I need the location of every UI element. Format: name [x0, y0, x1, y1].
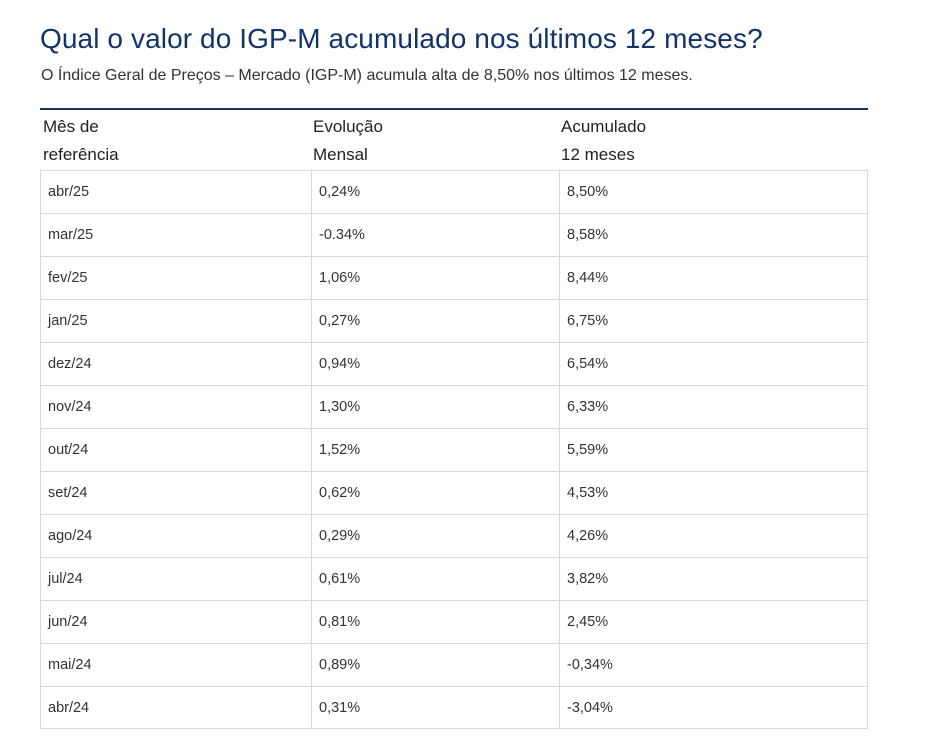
table-row: out/24 1,52% 5,59%: [40, 429, 868, 472]
page-subtitle: O Índice Geral de Preços – Mercado (IGP-…: [41, 67, 693, 84]
header-month-line1: Mês de: [43, 117, 99, 136]
header-accumulated-line1: Acumulado: [561, 117, 647, 136]
page-title: Qual o valor do IGP-M acumulado nos últi…: [40, 23, 763, 54]
table-row: ago/24 0,29% 4,26%: [40, 515, 868, 558]
cell-accumulated: 8,50%: [559, 171, 869, 213]
cell-accumulated: -0,34%: [559, 644, 869, 686]
table-row: abr/25 0,24% 8,50%: [40, 171, 868, 214]
table-row: mai/24 0,89% -0,34%: [40, 644, 868, 687]
cell-accumulated: 6,75%: [559, 300, 869, 342]
table-row: jul/24 0,61% 3,82%: [40, 558, 868, 601]
igpm-table: Mês de referência Evolução Mensal Acumul…: [40, 108, 868, 729]
cell-monthly: 0,81%: [311, 601, 559, 643]
cell-monthly: 0,89%: [311, 644, 559, 686]
cell-accumulated: 5,59%: [559, 429, 869, 471]
table-row: dez/24 0,94% 6,54%: [40, 343, 868, 386]
cell-accumulated: 8,58%: [559, 214, 869, 256]
cell-accumulated: 3,82%: [559, 558, 869, 600]
cell-month: abr/24: [48, 700, 90, 716]
header-accumulated-line2: 12 meses: [561, 145, 635, 164]
header-month-line2: referência: [43, 145, 119, 164]
cell-accumulated: 6,54%: [559, 343, 869, 385]
table-row: set/24 0,62% 4,53%: [40, 472, 868, 515]
cell-monthly: 0,61%: [311, 558, 559, 600]
header-monthly-line2: Mensal: [313, 145, 368, 164]
table-header: Mês de referência Evolução Mensal Acumul…: [40, 110, 868, 171]
cell-month: abr/25: [48, 184, 90, 200]
table-row: jun/24 0,81% 2,45%: [40, 601, 868, 644]
cell-monthly: -0.34%: [311, 214, 559, 256]
cell-accumulated: 8,44%: [559, 257, 869, 299]
cell-month: mar/25: [48, 227, 94, 243]
table-row: abr/24 0,31% -3,04%: [40, 687, 868, 729]
cell-monthly: 1,52%: [311, 429, 559, 471]
header-month: Mês de referência: [40, 110, 310, 170]
cell-accumulated: -3,04%: [559, 687, 869, 729]
cell-month: set/24: [48, 485, 88, 501]
cell-accumulated: 4,26%: [559, 515, 869, 557]
header-monthly-line1: Evolução: [313, 117, 383, 136]
header-accumulated: Acumulado 12 meses: [558, 110, 868, 170]
cell-accumulated: 4,53%: [559, 472, 869, 514]
cell-monthly: 0,24%: [311, 171, 559, 213]
cell-month: jun/24: [48, 614, 88, 630]
cell-monthly: 1,30%: [311, 386, 559, 428]
cell-month: ago/24: [48, 528, 93, 544]
cell-accumulated: 2,45%: [559, 601, 869, 643]
table-body: abr/25 0,24% 8,50% mar/25 -0.34% 8,58% f…: [40, 171, 868, 729]
cell-month: mai/24: [48, 657, 92, 673]
cell-month: fev/25: [48, 270, 88, 286]
article-section: Qual o valor do IGP-M acumulado nos últi…: [40, 20, 868, 729]
cell-month: dez/24: [48, 356, 92, 372]
table-row: mar/25 -0.34% 8,58%: [40, 214, 868, 257]
cell-monthly: 0,29%: [311, 515, 559, 557]
cell-month: jan/25: [48, 313, 88, 329]
cell-monthly: 0,62%: [311, 472, 559, 514]
cell-monthly: 0,27%: [311, 300, 559, 342]
cell-monthly: 0,31%: [311, 687, 559, 729]
cell-monthly: 1,06%: [311, 257, 559, 299]
header-monthly: Evolução Mensal: [310, 110, 558, 170]
cell-month: jul/24: [48, 571, 83, 587]
table-row: nov/24 1,30% 6,33%: [40, 386, 868, 429]
table-row: fev/25 1,06% 8,44%: [40, 257, 868, 300]
cell-accumulated: 6,33%: [559, 386, 869, 428]
cell-month: out/24: [48, 442, 89, 458]
table-row: jan/25 0,27% 6,75%: [40, 300, 868, 343]
cell-monthly: 0,94%: [311, 343, 559, 385]
cell-month: nov/24: [48, 399, 92, 415]
